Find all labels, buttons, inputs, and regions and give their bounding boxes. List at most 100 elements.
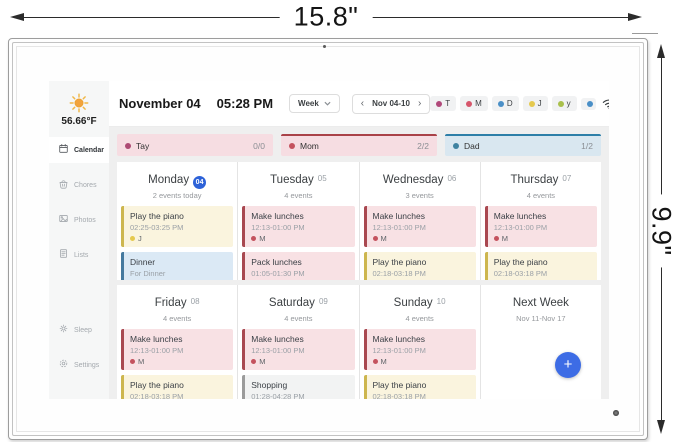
sidebar-item-sleep[interactable]: Sleep — [49, 317, 109, 343]
day-name: Monday — [148, 174, 190, 186]
day-number: 09 — [318, 297, 328, 306]
sidebar-item-settings[interactable]: Settings — [49, 352, 109, 378]
event-time: 12:13-01:00 PM — [372, 223, 426, 232]
smart-display-device: 56.66°F Calendar Chores Photos Lists Sle… — [8, 38, 648, 440]
day-column[interactable]: Monday 04 2 events today Play the piano 0… — [117, 162, 239, 280]
event-card[interactable]: Make lunches 12:13-01:00 PM M — [121, 329, 234, 370]
event-title: Pack lunches — [251, 257, 302, 267]
day-column[interactable]: Sunday 10 4 events Make lunches 12:13-01:… — [359, 285, 481, 399]
event-card[interactable]: Make lunches 12:13-01:00 PM M — [363, 206, 476, 247]
sidebar-item-photos[interactable]: Photos — [49, 207, 109, 233]
person-filter-chip[interactable]: Tay 0/0 — [117, 134, 273, 156]
event-list: Make lunches 12:13-01:00 PM M Pack lunch… — [242, 206, 355, 280]
event-attendee: M — [251, 357, 349, 366]
current-time: 05:28 PM — [216, 96, 274, 111]
member-color-dot — [528, 100, 535, 107]
member-chip[interactable]: M — [460, 96, 488, 111]
day-name: Sunday — [393, 297, 433, 309]
event-attendee: M — [130, 357, 228, 366]
filter-color-dot — [453, 143, 459, 149]
attendee-initial: M — [501, 234, 508, 243]
add-event-button[interactable]: + — [555, 352, 581, 378]
view-selector-dropdown[interactable]: Week — [289, 94, 340, 113]
member-chip[interactable] — [580, 97, 596, 110]
event-title: Make lunches — [251, 334, 304, 344]
sidebar-item-label: Calendar — [74, 146, 104, 154]
member-chip[interactable]: D — [491, 96, 519, 111]
event-card[interactable]: Play the piano 02:18-03:18 PM — [121, 375, 234, 399]
event-time: 02:18-03:18 PM — [493, 269, 548, 278]
day-event-count: 4 events — [284, 191, 313, 200]
person-filter-chip[interactable]: Dad 1/2 — [445, 134, 601, 156]
settings-icon — [59, 359, 68, 368]
day-column[interactable]: Wednesday 06 3 events Make lunches 12:13-… — [359, 162, 481, 280]
event-list: Make lunches 12:13-01:00 PM M Shopping 0… — [242, 329, 355, 399]
attendee-color-dot — [251, 359, 257, 364]
day-number: 06 — [447, 174, 457, 183]
day-event-count: Nov 11-Nov 17 — [516, 314, 566, 323]
member-color-dot — [466, 100, 473, 107]
member-initial: D — [506, 99, 513, 108]
week-grid: Monday 04 2 events today Play the piano 0… — [109, 162, 609, 399]
prev-week-button[interactable]: ‹ — [360, 97, 365, 109]
day-column[interactable]: Saturday 09 4 events Make lunches 12:13-0… — [238, 285, 360, 399]
week-range-navigator: ‹ Nov 04-10 › — [351, 93, 431, 114]
event-time: 02:18-03:18 PM — [372, 392, 426, 399]
temperature-reading: 56.66°F — [61, 115, 97, 127]
filter-name: Tay — [136, 141, 150, 151]
event-title: Play the piano — [372, 380, 427, 390]
day-header: Tuesday 05 4 events — [238, 162, 358, 200]
person-filter-chip[interactable]: Mom 2/2 — [281, 134, 437, 156]
day-name: Thursday — [510, 174, 559, 186]
event-card[interactable]: Make lunches 12:13-01:00 PM M — [242, 329, 355, 370]
event-time: For Dinner — [130, 269, 166, 278]
sidebar-item-label: Settings — [74, 361, 100, 369]
sidebar-item-lists[interactable]: Lists — [49, 242, 109, 268]
member-chip[interactable]: T — [430, 96, 457, 111]
event-list: Make lunches 12:13-01:00 PM M Play the p… — [484, 206, 597, 280]
main-panel: November 04 05:28 PM Week ‹ Nov 04-10 › … — [109, 81, 609, 399]
filter-event-count: 2/2 — [417, 141, 429, 151]
attendee-initial: M — [259, 357, 266, 366]
day-name: Saturday — [268, 297, 315, 309]
day-column[interactable]: Next Week Nov 11-Nov 17 — [480, 285, 601, 399]
day-column[interactable]: Friday 08 4 events Make lunches 12:13-01:… — [117, 285, 239, 399]
member-chip[interactable]: J — [522, 96, 548, 111]
event-card[interactable]: Play the piano 02:18-03:18 PM — [363, 252, 476, 280]
day-event-count: 3 events — [405, 191, 434, 200]
event-time: 01:05-01:30 PM — [251, 269, 305, 278]
event-card[interactable]: Dinner For Dinner — [121, 252, 234, 280]
attendee-color-dot — [251, 236, 257, 241]
event-card[interactable]: Play the piano 02:18-03:18 PM — [363, 375, 476, 399]
event-attendee: M — [372, 357, 471, 366]
event-card[interactable]: Shopping 01:28-04:28 PM — [242, 375, 355, 399]
next-week-button[interactable]: › — [417, 97, 422, 109]
wifi-icon — [602, 98, 609, 109]
day-column[interactable]: Thursday 07 4 events Make lunches 12:13-0… — [480, 162, 601, 280]
sidebar-item-calendar[interactable]: Calendar — [49, 137, 109, 163]
event-card[interactable]: Play the piano 02:25-03:25 PM J — [121, 206, 234, 247]
event-title: Make lunches — [372, 334, 425, 344]
day-name: Next Week — [512, 297, 569, 309]
sleep-icon — [59, 324, 68, 333]
event-time: 12:13-01:00 PM — [251, 223, 305, 232]
sidebar: 56.66°F Calendar Chores Photos Lists Sle… — [49, 81, 109, 399]
chores-icon — [59, 180, 68, 189]
event-card[interactable]: Play the piano 02:18-03:18 PM — [484, 252, 597, 280]
attendee-initial: M — [380, 234, 387, 243]
member-chip[interactable]: y — [551, 96, 577, 111]
attendee-initial: M — [138, 357, 145, 366]
day-number: 08 — [190, 297, 200, 306]
event-title: Play the piano — [130, 380, 184, 390]
event-time: 12:13-01:00 PM — [130, 346, 184, 355]
day-header: Saturday 09 4 events — [238, 285, 358, 323]
sidebar-item-chores[interactable]: Chores — [49, 172, 109, 198]
event-card[interactable]: Make lunches 12:13-01:00 PM M — [484, 206, 597, 247]
event-card[interactable]: Make lunches 12:13-01:00 PM M — [242, 206, 355, 247]
day-event-count: 2 events today — [152, 191, 202, 200]
event-card[interactable]: Pack lunches 01:05-01:30 PM — [242, 252, 355, 280]
front-camera-dot — [323, 45, 326, 48]
sun-icon — [69, 93, 89, 112]
event-card[interactable]: Make lunches 12:13-01:00 PM M — [363, 329, 476, 370]
day-column[interactable]: Tuesday 05 4 events Make lunches 12:13-01… — [238, 162, 360, 280]
